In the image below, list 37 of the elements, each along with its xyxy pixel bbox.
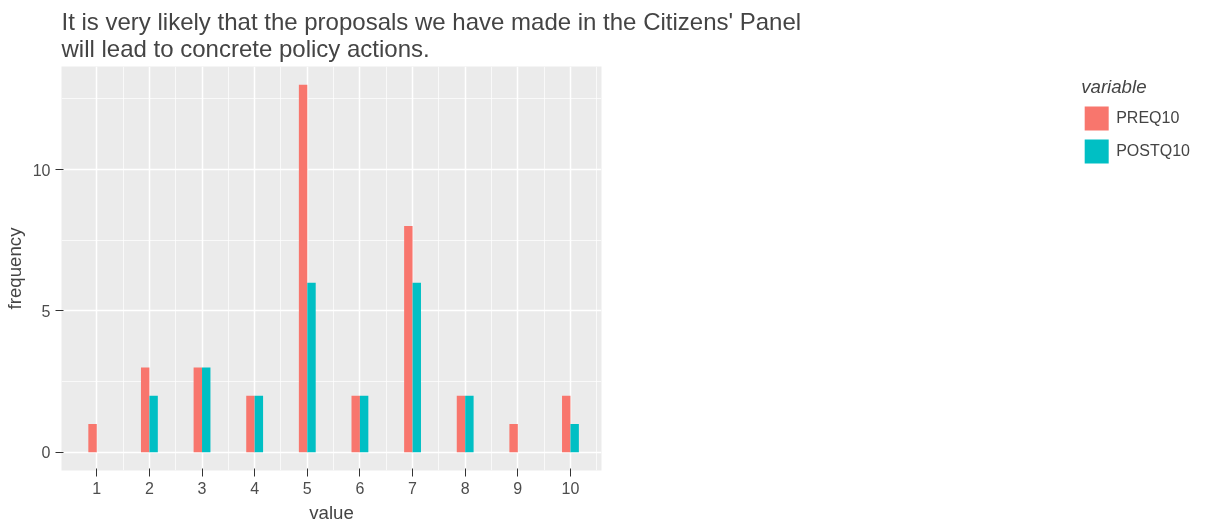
bar	[307, 282, 316, 453]
bar	[456, 395, 466, 453]
y-tick-label: 10	[32, 161, 51, 179]
y-tick-label: 0	[41, 444, 51, 462]
x-tick-label: 9	[513, 479, 523, 497]
legend-label: PREQ10	[1116, 109, 1180, 127]
x-tick-label: 10	[561, 479, 580, 497]
legend-title: variable	[1081, 76, 1148, 98]
bar	[254, 395, 264, 453]
legend-label: POSTQ10	[1116, 142, 1190, 160]
x-tick-label: 1	[92, 479, 102, 497]
bar	[193, 367, 203, 453]
y-axis-title: frequency	[3, 226, 25, 310]
bar	[562, 395, 571, 453]
bar	[140, 367, 150, 453]
x-tick-label: 3	[197, 479, 207, 497]
bar	[149, 395, 158, 453]
bar	[412, 282, 421, 453]
x-tick-label: 8	[460, 479, 470, 497]
y-tick-label: 5	[41, 302, 51, 320]
x-tick-label: 6	[355, 479, 365, 497]
bar	[351, 395, 360, 453]
bar	[359, 395, 369, 453]
bar	[246, 395, 255, 453]
bar	[404, 226, 413, 453]
bar	[88, 423, 97, 453]
bar	[509, 423, 518, 453]
bar	[298, 84, 308, 453]
x-tick-label: 2	[144, 479, 154, 497]
bar	[465, 395, 474, 453]
bar	[570, 423, 579, 453]
x-tick-label: 7	[408, 479, 418, 497]
bar	[202, 367, 211, 453]
x-tick-label: 5	[302, 479, 312, 497]
x-tick-label: 4	[250, 479, 260, 497]
chart-title: It is very likely that the proposals we have made in the Citizens' Panel will lead to concrete policy actions.	[60, 7, 802, 62]
x-axis-title: value	[309, 501, 354, 523]
